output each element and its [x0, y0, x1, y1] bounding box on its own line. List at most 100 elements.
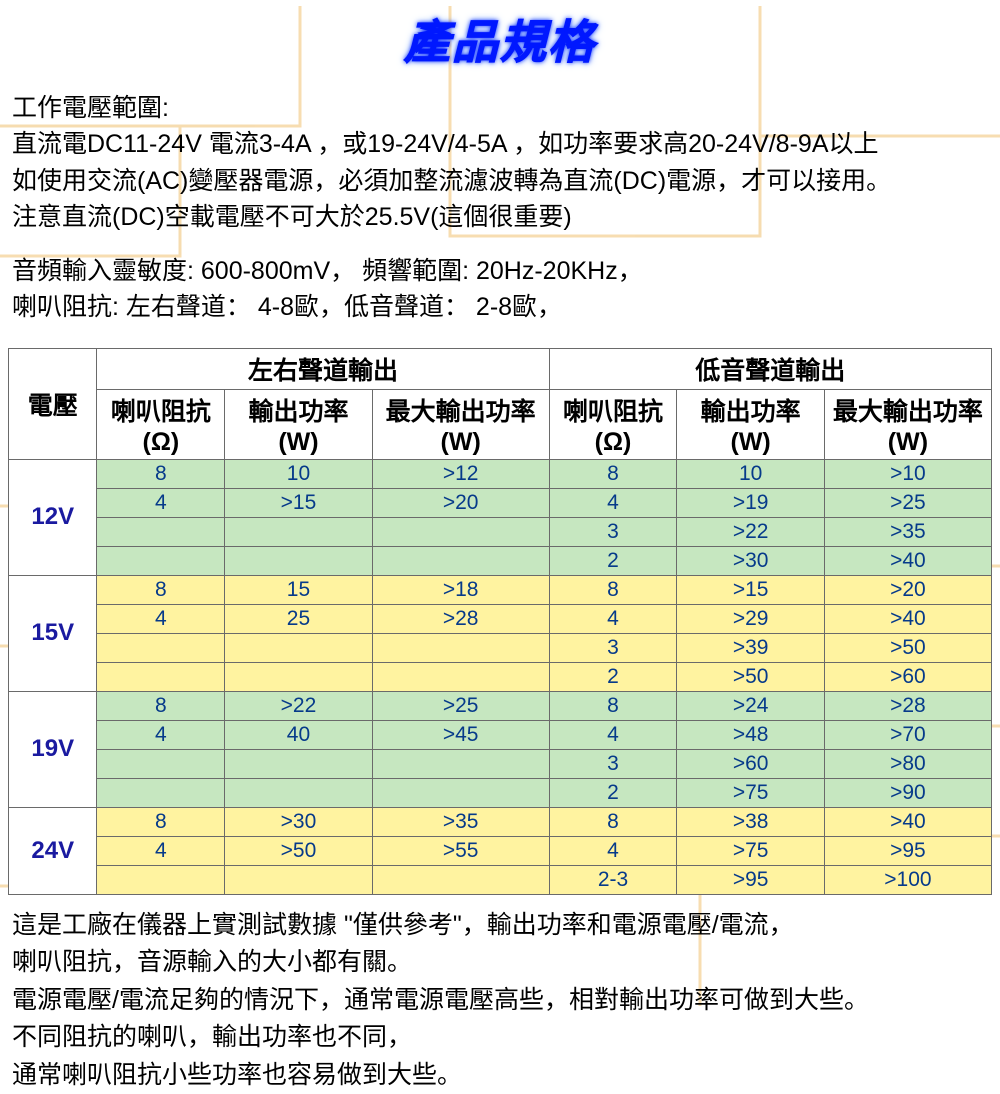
table-row: 440>454>48>70: [9, 720, 992, 749]
data-cell: >15: [225, 488, 372, 517]
data-cell: 3: [549, 633, 677, 662]
table-row: 24V8>30>358>38>40: [9, 807, 992, 836]
data-cell: [225, 749, 372, 778]
data-cell: [372, 662, 549, 691]
voltage-cell: 15V: [9, 575, 97, 691]
voltage-cell: 12V: [9, 459, 97, 575]
data-cell: >40: [824, 546, 991, 575]
data-cell: 8: [97, 459, 225, 488]
spec-line: 喇叭阻抗: 左右聲道： 4-8歐，低音聲道： 2-8歐，: [12, 289, 988, 325]
spec-line: 直流電DC11-24V 電流3-4A ，或19-24V/4-5A ，如功率要求高…: [12, 126, 988, 162]
note-line: 不同阻抗的喇叭，輸出功率也不同，: [12, 1019, 988, 1057]
data-cell: 2-3: [549, 865, 677, 894]
data-cell: >50: [225, 836, 372, 865]
data-cell: 4: [549, 604, 677, 633]
data-cell: >20: [824, 575, 991, 604]
data-cell: >75: [677, 778, 824, 807]
data-cell: [372, 546, 549, 575]
data-cell: 10: [225, 459, 372, 488]
data-cell: >20: [372, 488, 549, 517]
data-cell: >40: [824, 807, 991, 836]
voltage-cell: 24V: [9, 807, 97, 894]
data-cell: >18: [372, 575, 549, 604]
data-cell: >22: [677, 517, 824, 546]
sub-lr-max: 最大輸出功率(W): [372, 389, 549, 459]
data-cell: >60: [677, 749, 824, 778]
data-cell: 4: [97, 488, 225, 517]
data-cell: >75: [677, 836, 824, 865]
data-cell: >12: [372, 459, 549, 488]
data-cell: >22: [225, 691, 372, 720]
data-cell: >90: [824, 778, 991, 807]
data-cell: [97, 778, 225, 807]
page-title: 產品規格: [8, 6, 992, 72]
table-row: 3>39>50: [9, 633, 992, 662]
data-cell: [97, 749, 225, 778]
data-cell: 8: [97, 807, 225, 836]
data-cell: >28: [372, 604, 549, 633]
sub-b-imp: 喇叭阻抗(Ω): [549, 389, 677, 459]
note-line: 這是工廠在儀器上實測試數據 "僅供參考"，輸出功率和電源電壓/電流，: [12, 907, 988, 945]
data-cell: 2: [549, 778, 677, 807]
data-cell: 4: [97, 720, 225, 749]
table-row: 19V8>22>258>24>28: [9, 691, 992, 720]
data-cell: 4: [549, 488, 677, 517]
note-line: 喇叭阻抗，音源輸入的大小都有關。: [12, 944, 988, 982]
table-row: 15V815>188>15>20: [9, 575, 992, 604]
spec-line: 工作電壓範圍:: [12, 90, 988, 126]
sub-b-max: 最大輸出功率(W): [824, 389, 991, 459]
table-row: 425>284>29>40: [9, 604, 992, 633]
data-cell: >48: [677, 720, 824, 749]
data-cell: [372, 749, 549, 778]
data-cell: 3: [549, 517, 677, 546]
data-cell: 2: [549, 546, 677, 575]
data-cell: >50: [824, 633, 991, 662]
data-cell: 8: [549, 459, 677, 488]
table-row: 2-3>95>100: [9, 865, 992, 894]
col-voltage: 電壓: [9, 348, 97, 459]
data-cell: >25: [372, 691, 549, 720]
sub-lr-imp: 喇叭阻抗(Ω): [97, 389, 225, 459]
data-cell: [372, 517, 549, 546]
table-row: 12V810>12810>10: [9, 459, 992, 488]
data-cell: >50: [677, 662, 824, 691]
data-cell: >35: [824, 517, 991, 546]
data-cell: >40: [824, 604, 991, 633]
data-cell: >35: [372, 807, 549, 836]
data-cell: >95: [824, 836, 991, 865]
col-lr: 左右聲道輸出: [97, 348, 549, 389]
data-cell: >15: [677, 575, 824, 604]
data-cell: 4: [97, 836, 225, 865]
voltage-cell: 19V: [9, 691, 97, 807]
data-cell: [225, 662, 372, 691]
note-line: 電源電壓/電流足夠的情況下，通常電源電壓高些，相對輸出功率可做到大些。: [12, 982, 988, 1020]
spec-line: 注意直流(DC)空載電壓不可大於25.5V(這個很重要): [12, 199, 988, 235]
data-cell: 8: [97, 575, 225, 604]
data-cell: [225, 865, 372, 894]
data-cell: [225, 633, 372, 662]
data-cell: >60: [824, 662, 991, 691]
col-bass: 低音聲道輸出: [549, 348, 991, 389]
table-row: 2>50>60: [9, 662, 992, 691]
data-cell: [97, 865, 225, 894]
spec-table: 電壓 左右聲道輸出 低音聲道輸出 喇叭阻抗(Ω) 輸出功率(W) 最大輸出功率(…: [8, 348, 992, 895]
table-row: 4>50>554>75>95: [9, 836, 992, 865]
data-cell: 40: [225, 720, 372, 749]
data-cell: >28: [824, 691, 991, 720]
spec-description: 工作電壓範圍: 直流電DC11-24V 電流3-4A ，或19-24V/4-5A…: [8, 90, 992, 326]
data-cell: 8: [97, 691, 225, 720]
data-cell: 15: [225, 575, 372, 604]
table-row: 2>30>40: [9, 546, 992, 575]
data-cell: 10: [677, 459, 824, 488]
data-cell: >55: [372, 836, 549, 865]
table-row: 4>15>204>19>25: [9, 488, 992, 517]
footer-notes: 這是工廠在儀器上實測試數據 "僅供參考"，輸出功率和電源電壓/電流， 喇叭阻抗，…: [8, 905, 992, 1094]
data-cell: >38: [677, 807, 824, 836]
data-cell: 25: [225, 604, 372, 633]
data-cell: [372, 865, 549, 894]
data-cell: 4: [549, 836, 677, 865]
table-row: 3>60>80: [9, 749, 992, 778]
data-cell: [372, 778, 549, 807]
data-cell: [97, 517, 225, 546]
data-cell: [97, 662, 225, 691]
